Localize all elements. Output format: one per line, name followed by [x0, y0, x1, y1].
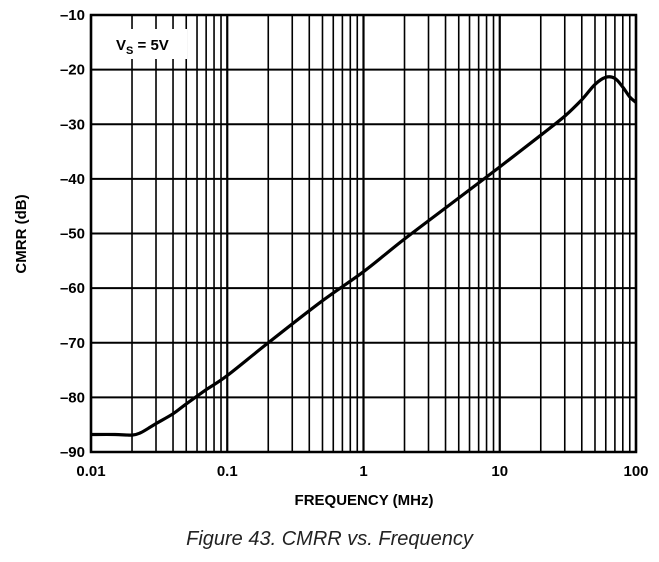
x-tick-label: 100	[623, 463, 648, 480]
cmrr-curve	[90, 75, 638, 437]
figure-caption: Figure 43. CMRR vs. Frequency	[186, 528, 473, 550]
cmrr-chart: –10 –20 –30 –40 –50 –60 –70 –80 –90 0.01 0.1 1 10 10…	[13, 7, 649, 509]
y-tick-label: –40	[60, 171, 85, 188]
grid-lines	[89, 14, 638, 453]
x-axis-label: FREQUENCY (MHz)	[295, 492, 434, 509]
y-tick-label: –20	[60, 62, 85, 79]
x-tick-label: 10	[491, 463, 508, 480]
y-tick-label: –90	[60, 444, 85, 461]
y-tick-label: –70	[60, 335, 85, 352]
x-tick-label: 0.01	[76, 463, 105, 480]
y-tick-label: –50	[60, 226, 85, 243]
y-tick-label: –80	[60, 389, 85, 406]
plot-frame	[89, 13, 638, 454]
x-tick-label: 1	[359, 463, 367, 480]
y-tick-label: –30	[60, 116, 85, 133]
y-tick-labels: –10 –20 –30 –40 –50 –60 –70 –80 –90	[60, 7, 85, 461]
y-tick-label: –10	[60, 7, 85, 24]
annotation-text: VS = 5V	[116, 37, 169, 57]
x-tick-label: 0.1	[217, 463, 238, 480]
y-tick-label: –60	[60, 280, 85, 297]
annotation-box	[107, 29, 187, 59]
data-series	[90, 75, 638, 437]
x-tick-labels: 0.01 0.1 1 10 100	[76, 463, 648, 480]
y-axis-label: CMRR (dB)	[13, 194, 30, 273]
